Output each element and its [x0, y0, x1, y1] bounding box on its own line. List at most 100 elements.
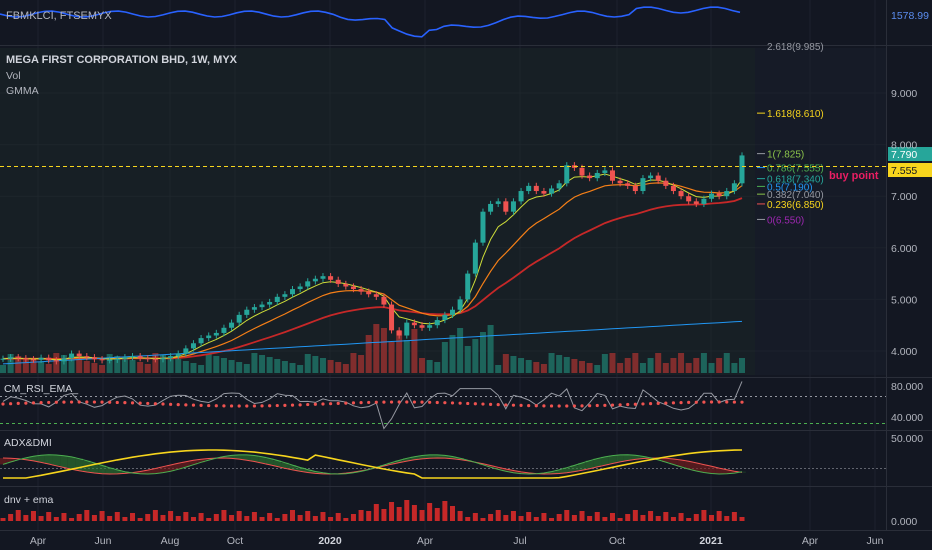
adx-fill-band — [75, 458, 83, 471]
adx-fill-band — [494, 467, 503, 470]
volume-bar — [365, 335, 372, 373]
rsi-ema-dot — [290, 403, 295, 407]
candle-body — [670, 185, 676, 192]
candle-body — [709, 193, 715, 199]
adx-fill-band — [524, 472, 533, 474]
adx-fill-band — [258, 456, 266, 464]
adx-fill-band — [418, 455, 426, 459]
volume-bar — [83, 361, 90, 373]
candle-body — [472, 242, 478, 274]
candle-body — [8, 357, 14, 359]
dnv-bar — [366, 511, 372, 521]
rsi-tick-80: 80.000 — [891, 381, 923, 393]
volume-bar — [419, 358, 426, 373]
rsi-ema-dot — [382, 400, 386, 404]
candle-body — [678, 191, 684, 197]
volume-bar — [655, 353, 662, 373]
candle-body — [503, 201, 509, 212]
volume-bar — [30, 360, 37, 373]
dnv-bar — [15, 510, 21, 521]
candle-body — [343, 283, 349, 287]
rsi-ema-dot — [519, 403, 523, 407]
adx-fill-band — [311, 471, 320, 474]
volume-bar — [251, 353, 258, 373]
rsi-ema-dot — [709, 400, 714, 404]
adx-fill-band — [555, 469, 563, 474]
adx-fill-band — [433, 454, 442, 459]
candle-body — [229, 322, 235, 328]
rsi-ema-dot — [466, 401, 470, 406]
adx-fill-band — [166, 464, 175, 472]
dnv-bar — [411, 505, 417, 521]
buy-point-label: buy point — [829, 170, 879, 182]
rsi-ema-dot — [496, 403, 500, 407]
candle-body — [274, 296, 280, 302]
candle-body — [190, 343, 196, 349]
last-price-text: 7.790 — [891, 149, 917, 161]
volume-bar — [205, 354, 212, 373]
candle-body — [206, 335, 212, 339]
adx-fill-band — [98, 465, 106, 474]
volume-bar — [335, 362, 342, 373]
compare-line — [0, 6, 741, 38]
x-axis[interactable]: Apr Jun Aug Oct 2020 Apr Jul Oct 2021 Apr Jun — [30, 535, 884, 547]
adx-fill-band — [486, 465, 495, 468]
rsi-ema-dot — [275, 403, 279, 408]
rsi-ema-dot — [428, 400, 432, 404]
volume-bar — [601, 354, 608, 373]
candle-body — [411, 322, 417, 326]
adx-fill-band — [265, 458, 274, 465]
candle-body — [602, 170, 608, 173]
volume-bar — [167, 357, 174, 373]
candle-body — [632, 185, 638, 192]
rsi-ema-dot — [237, 404, 241, 408]
adx-fill-band — [669, 459, 678, 465]
dnv-bar — [686, 518, 692, 521]
rsi-ema-dot — [207, 403, 211, 408]
adx-fill-band — [593, 458, 602, 467]
candle-body — [312, 278, 318, 282]
volume-bar — [121, 358, 128, 373]
rsi-ema-dot — [344, 401, 348, 405]
dnv-bar — [137, 518, 143, 521]
candle-body — [617, 180, 623, 184]
rsi-ema-dot — [100, 400, 104, 404]
adx-line — [3, 449, 743, 479]
volume-bar — [495, 365, 502, 373]
candle-body — [739, 155, 745, 184]
volume-bar — [632, 353, 639, 373]
volume-bar — [358, 355, 365, 373]
adx-fill-band — [159, 466, 167, 473]
rsi-ema-dot — [92, 400, 97, 404]
volume-bar — [45, 364, 52, 373]
dnv-bar — [442, 501, 448, 521]
volume-bar — [297, 365, 304, 373]
candle-body — [30, 359, 36, 361]
volume-bar — [479, 332, 486, 373]
dnv-bar — [587, 516, 593, 521]
dnv-pane: dnv + ema 0.000 — [0, 494, 917, 528]
dnv-bar — [373, 504, 379, 521]
candle-body — [160, 358, 166, 360]
volume-bar — [693, 358, 700, 373]
volume-bar — [426, 360, 433, 373]
rsi-ema-dot — [679, 400, 683, 405]
volume-bar — [624, 358, 631, 373]
x-tick-label: Oct — [227, 535, 243, 547]
rsi-ema-dot — [671, 401, 676, 405]
volume-bar — [579, 361, 586, 373]
candle-body — [640, 178, 646, 192]
dnv-bar — [640, 515, 646, 521]
volume-bar — [533, 362, 540, 373]
dnv-bar — [358, 510, 364, 521]
candle-body — [76, 353, 82, 357]
candle-body — [358, 289, 364, 292]
rsi-ema-dot — [359, 401, 363, 405]
candle-body — [381, 296, 387, 305]
dnv-bar — [61, 513, 67, 521]
volume-bar — [731, 363, 738, 373]
candle-body — [526, 185, 532, 192]
volume-bar — [266, 357, 273, 373]
rsi-ema-dot — [161, 402, 165, 406]
